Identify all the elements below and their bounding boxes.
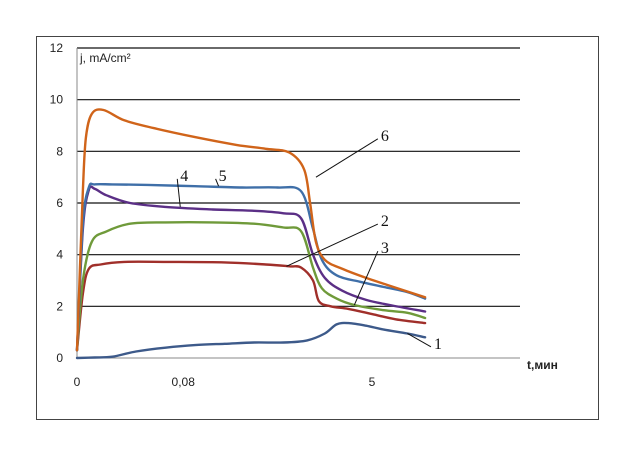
curve-label-4: 4 [180, 168, 188, 185]
x-tick-label: 5 [369, 375, 376, 389]
y-tick-label: 4 [56, 248, 63, 262]
series-line-5 [75, 182, 427, 352]
leader-line-2 [286, 223, 379, 267]
label-leader-lines [176, 138, 432, 348]
x-tick-label: 0,08 [172, 375, 196, 389]
y-tick-labels: 0 2 4 6 8 10 12 [50, 41, 64, 365]
series-line-6 [75, 108, 427, 352]
curve-label-6: 6 [381, 128, 389, 145]
y-tick-label: 8 [56, 144, 63, 158]
series-line-4 [75, 185, 427, 352]
x-axis-label: t,мин [527, 358, 558, 372]
y-tick-label: 0 [56, 351, 63, 365]
y-tick-label: 6 [56, 196, 63, 210]
grid-lines [77, 47, 520, 307]
leader-line-3 [353, 251, 379, 306]
leader-line-5 [215, 178, 220, 187]
curve-label-2: 2 [381, 213, 389, 230]
leader-line-4 [176, 178, 181, 207]
series-line-2 [75, 260, 427, 352]
curve-label-3: 3 [381, 240, 389, 257]
y-tick-label: 2 [56, 299, 63, 313]
y-tick-label: 10 [50, 93, 64, 107]
y-tick-label: 12 [50, 41, 64, 55]
series-line-1 [75, 321, 427, 360]
curve-label-5: 5 [219, 168, 227, 185]
y-axis-label: j, mA/cm² [79, 51, 131, 65]
curve-label-1: 1 [434, 336, 442, 353]
leader-line-1 [407, 333, 432, 348]
series-line-3 [75, 221, 427, 352]
leader-line-6 [315, 138, 379, 178]
x-tick-label: 0 [74, 375, 81, 389]
x-tick-labels: 0 0,08 5 [74, 375, 376, 389]
curve-labels: 1 2 3 4 5 6 [180, 128, 442, 353]
series-lines [75, 108, 427, 360]
